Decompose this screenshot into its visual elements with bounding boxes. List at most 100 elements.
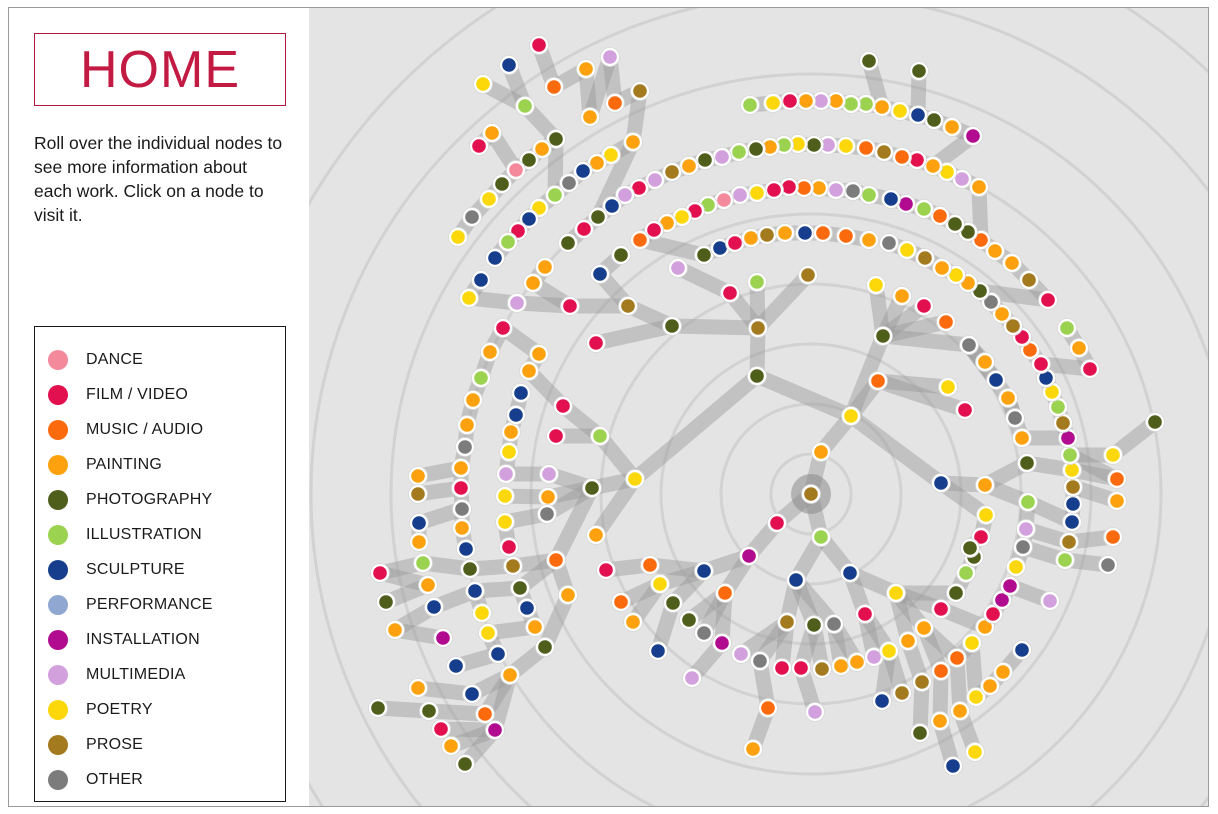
work-node-painting[interactable]: [1012, 428, 1032, 448]
work-node-sculpture[interactable]: [986, 370, 1006, 390]
work-node-photography[interactable]: [546, 129, 566, 149]
work-node-sculpture[interactable]: [648, 641, 668, 661]
work-node-music[interactable]: [630, 230, 650, 250]
work-node-prose[interactable]: [408, 484, 428, 504]
work-node-film[interactable]: [529, 35, 549, 55]
work-node-film[interactable]: [791, 658, 811, 678]
work-node-painting[interactable]: [418, 575, 438, 595]
work-node-illustration[interactable]: [471, 368, 491, 388]
work-node-sculpture[interactable]: [881, 189, 901, 209]
work-node-sculpture[interactable]: [840, 563, 860, 583]
work-node-multimedia[interactable]: [600, 47, 620, 67]
work-node-painting[interactable]: [408, 678, 428, 698]
work-node-poetry[interactable]: [886, 583, 906, 603]
work-node-photography[interactable]: [588, 207, 608, 227]
work-node-sculpture[interactable]: [1063, 494, 1083, 514]
work-node-photography[interactable]: [746, 139, 766, 159]
work-node-poetry[interactable]: [1006, 557, 1026, 577]
work-node-other[interactable]: [452, 499, 472, 519]
work-node-poetry[interactable]: [499, 442, 519, 462]
work-node-multimedia[interactable]: [730, 185, 750, 205]
work-node-sculpture[interactable]: [485, 248, 505, 268]
work-node-sculpture[interactable]: [1062, 512, 1082, 532]
work-node-photography[interactable]: [924, 110, 944, 130]
work-node-photography[interactable]: [535, 637, 555, 657]
work-node-multimedia[interactable]: [1016, 519, 1036, 539]
work-node-prose[interactable]: [1063, 477, 1083, 497]
work-node-music[interactable]: [947, 648, 967, 668]
work-node-film[interactable]: [493, 318, 513, 338]
work-node-photography[interactable]: [510, 578, 530, 598]
work-node-film[interactable]: [499, 537, 519, 557]
work-node-multimedia[interactable]: [668, 258, 688, 278]
work-node-painting[interactable]: [743, 739, 763, 759]
work-node-film[interactable]: [596, 560, 616, 580]
work-node-other[interactable]: [879, 233, 899, 253]
work-node-installation[interactable]: [896, 194, 916, 214]
work-node-film[interactable]: [451, 478, 471, 498]
work-node-film[interactable]: [1038, 290, 1058, 310]
work-node-photography[interactable]: [663, 593, 683, 613]
work-node-illustration[interactable]: [811, 527, 831, 547]
work-node-prose[interactable]: [630, 81, 650, 101]
work-node-prose[interactable]: [1053, 413, 1073, 433]
work-node-film[interactable]: [931, 599, 951, 619]
work-node-photography[interactable]: [662, 316, 682, 336]
work-node-illustration[interactable]: [1055, 550, 1075, 570]
work-node-painting[interactable]: [480, 342, 500, 362]
work-node-painting[interactable]: [538, 487, 558, 507]
work-node-painting[interactable]: [898, 631, 918, 651]
work-node-poetry[interactable]: [650, 574, 670, 594]
work-node-painting[interactable]: [826, 91, 846, 111]
work-node-dance[interactable]: [506, 160, 526, 180]
work-node-music[interactable]: [640, 555, 660, 575]
work-node-photography[interactable]: [910, 723, 930, 743]
root-node[interactable]: [801, 484, 821, 504]
work-node-prose[interactable]: [618, 296, 638, 316]
work-node-sculpture[interactable]: [710, 238, 730, 258]
work-node-illustration[interactable]: [590, 426, 610, 446]
work-node-painting[interactable]: [1107, 491, 1127, 511]
work-node-film[interactable]: [772, 658, 792, 678]
work-node-illustration[interactable]: [545, 185, 565, 205]
work-node-poetry[interactable]: [966, 687, 986, 707]
work-node-painting[interactable]: [532, 139, 552, 159]
work-node-music[interactable]: [892, 147, 912, 167]
work-node-sculpture[interactable]: [511, 383, 531, 403]
work-node-sculpture[interactable]: [462, 684, 482, 704]
work-node-photography[interactable]: [679, 610, 699, 630]
work-node-film[interactable]: [955, 400, 975, 420]
work-node-prose[interactable]: [874, 142, 894, 162]
work-node-sculpture[interactable]: [908, 105, 928, 125]
work-node-painting[interactable]: [409, 532, 429, 552]
work-node-music[interactable]: [1103, 527, 1123, 547]
work-node-music[interactable]: [813, 223, 833, 243]
work-node-film[interactable]: [855, 604, 875, 624]
work-node-painting[interactable]: [385, 620, 405, 640]
work-node-other[interactable]: [537, 504, 557, 524]
network-graph[interactable]: [309, 8, 1208, 806]
work-node-sculpture[interactable]: [694, 561, 714, 581]
work-node-photography[interactable]: [747, 366, 767, 386]
work-node-painting[interactable]: [796, 91, 816, 111]
work-node-painting[interactable]: [501, 422, 521, 442]
work-node-poetry[interactable]: [473, 74, 493, 94]
work-node-film[interactable]: [644, 220, 664, 240]
work-node-photography[interactable]: [492, 174, 512, 194]
work-node-sculpture[interactable]: [409, 513, 429, 533]
work-node-photography[interactable]: [455, 754, 475, 774]
work-node-multimedia[interactable]: [826, 180, 846, 200]
work-node-painting[interactable]: [679, 156, 699, 176]
work-node-other[interactable]: [462, 207, 482, 227]
work-node-painting[interactable]: [847, 652, 867, 672]
work-node-multimedia[interactable]: [539, 464, 559, 484]
work-node-music[interactable]: [475, 704, 495, 724]
work-node-multimedia[interactable]: [507, 293, 527, 313]
work-node-prose[interactable]: [777, 612, 797, 632]
work-node-painting[interactable]: [623, 612, 643, 632]
work-node-installation[interactable]: [963, 126, 983, 146]
work-node-painting[interactable]: [975, 352, 995, 372]
work-node-photography[interactable]: [419, 701, 439, 721]
work-node-poetry[interactable]: [448, 227, 468, 247]
work-node-poetry[interactable]: [495, 512, 515, 532]
